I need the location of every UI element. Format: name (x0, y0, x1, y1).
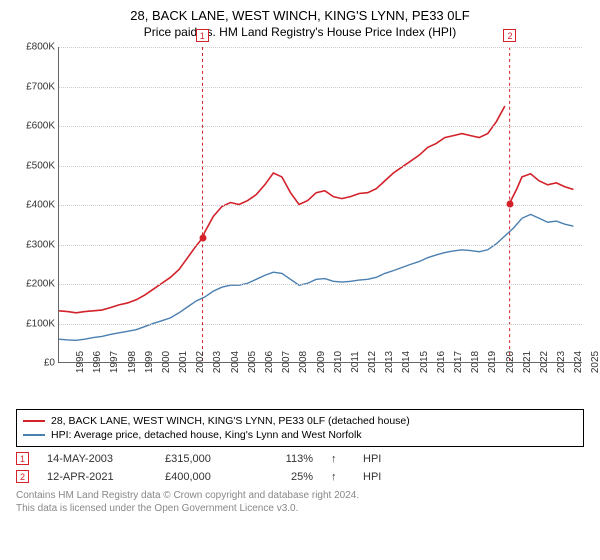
transaction-date: 12-APR-2021 (47, 471, 147, 483)
series-hpi (59, 214, 573, 340)
arrow-up-icon: ↑ (331, 453, 345, 465)
y-axis-label: £600K (26, 121, 59, 132)
transaction-date: 14-MAY-2003 (47, 453, 147, 465)
event-marker-dot (199, 234, 206, 241)
title-sub: Price paid vs. HM Land Registry's House … (12, 25, 588, 39)
footer-line-1: Contains HM Land Registry data © Crown c… (16, 489, 584, 502)
gridline-h (59, 284, 582, 285)
series-price_paid (59, 106, 505, 313)
transaction-suffix: HPI (363, 471, 381, 483)
y-axis-label: £100K (26, 318, 59, 329)
plot-region: £0£100K£200K£300K£400K£500K£600K£700K£80… (58, 47, 582, 363)
transaction-row: 2 12-APR-2021 £400,000 25% ↑ HPI (16, 470, 584, 483)
title-block: 28, BACK LANE, WEST WINCH, KING'S LYNN, … (12, 8, 588, 39)
transaction-marker: 1 (16, 452, 29, 465)
y-axis-label: £300K (26, 239, 59, 250)
legend: 28, BACK LANE, WEST WINCH, KING'S LYNN, … (16, 409, 584, 447)
y-axis-label: £200K (26, 279, 59, 290)
chart-area: £0 £100K £200K £300K £400K £500K £600K £700K £80… (12, 43, 588, 403)
transaction-price: £400,000 (165, 471, 245, 483)
gridline-h (59, 205, 582, 206)
legend-label: HPI: Average price, detached house, King… (51, 429, 362, 441)
transaction-pct: 25% (263, 471, 313, 483)
transaction-marker: 2 (16, 470, 29, 483)
series-price_paid (510, 174, 574, 205)
y-axis-label: £800K (26, 42, 59, 53)
transaction-list: 1 14-MAY-2003 £315,000 113% ↑ HPI 2 12-APR-2021… (12, 452, 588, 483)
x-axis-label: 2025 (574, 351, 600, 373)
legend-swatch (23, 434, 45, 436)
legend-swatch (23, 420, 45, 422)
gridline-h (59, 47, 582, 48)
event-marker-box: 1 (196, 29, 209, 42)
footer-line-2: This data is licensed under the Open Gov… (16, 502, 584, 515)
y-axis-label: £500K (26, 160, 59, 171)
event-marker-dot (507, 201, 514, 208)
arrow-up-icon: ↑ (331, 471, 345, 483)
gridline-h (59, 126, 582, 127)
gridline-h (59, 245, 582, 246)
transaction-pct: 113% (263, 453, 313, 465)
legend-label: 28, BACK LANE, WEST WINCH, KING'S LYNN, … (51, 415, 410, 427)
title-main: 28, BACK LANE, WEST WINCH, KING'S LYNN, … (12, 8, 588, 23)
event-marker-box: 2 (503, 29, 516, 42)
y-axis-label: £0 (44, 358, 59, 369)
y-axis-label: £700K (26, 81, 59, 92)
y-axis-label: £400K (26, 200, 59, 211)
gridline-h (59, 324, 582, 325)
transaction-row: 1 14-MAY-2003 £315,000 113% ↑ HPI (16, 452, 584, 465)
transaction-suffix: HPI (363, 453, 381, 465)
gridline-h (59, 87, 582, 88)
transaction-price: £315,000 (165, 453, 245, 465)
footer: Contains HM Land Registry data © Crown c… (16, 489, 584, 515)
legend-item: 28, BACK LANE, WEST WINCH, KING'S LYNN, … (23, 414, 577, 428)
legend-item: HPI: Average price, detached house, King… (23, 428, 577, 442)
gridline-h (59, 166, 582, 167)
